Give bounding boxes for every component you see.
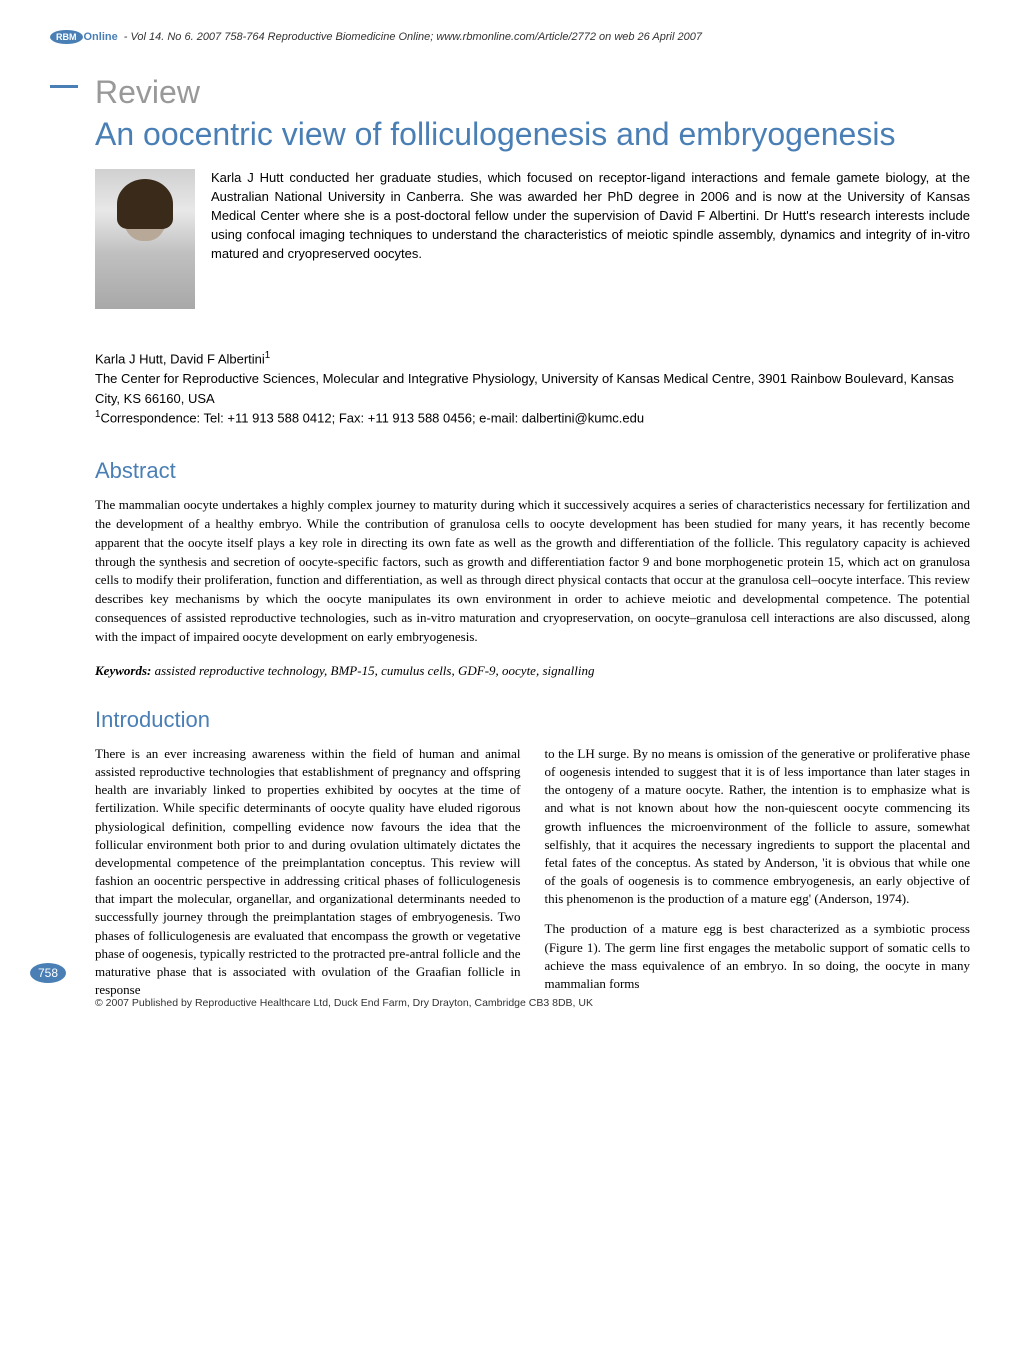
header-citation-line: RBMOnline - Vol 14. No 6. 2007 758-764 R…	[50, 30, 970, 44]
article-type: Review	[95, 74, 970, 111]
author-photo	[95, 169, 195, 309]
keywords-text: assisted reproductive technology, BMP-15…	[155, 663, 595, 678]
footer-copyright: © 2007 Published by Reproductive Healthc…	[95, 997, 593, 1009]
keywords-line: Keywords: assisted reproductive technolo…	[95, 663, 970, 679]
logo-badge: RBM	[50, 30, 83, 44]
journal-logo: RBMOnline	[50, 30, 118, 44]
abstract-heading: Abstract	[95, 458, 970, 484]
author-affiliation: The Center for Reproductive Sciences, Mo…	[95, 369, 970, 408]
author-bio-section: Karla J Hutt conducted her graduate stud…	[95, 169, 970, 309]
intro-para: There is an ever increasing awareness wi…	[95, 745, 521, 1000]
citation-text: - Vol 14. No 6. 2007 758-764 Reproductiv…	[124, 31, 702, 43]
introduction-heading: Introduction	[95, 707, 970, 733]
abstract-text: The mammalian oocyte undertakes a highly…	[95, 496, 970, 647]
keywords-label: Keywords:	[95, 663, 151, 678]
page-number: 758	[30, 963, 66, 983]
accent-bar	[50, 85, 78, 88]
intro-para: to the LH surge. By no means is omission…	[545, 745, 971, 909]
author-names: Karla J Hutt, David F Albertini1	[95, 349, 970, 369]
authors-block: Karla J Hutt, David F Albertini1 The Cen…	[95, 349, 970, 428]
intro-para: The production of a mature egg is best c…	[545, 920, 971, 993]
journal-page: RBMOnline - Vol 14. No 6. 2007 758-764 R…	[0, 0, 1020, 1031]
intro-col-left: There is an ever increasing awareness wi…	[95, 745, 521, 1012]
logo-suffix: Online	[84, 31, 118, 43]
intro-col-right: to the LH surge. By no means is omission…	[545, 745, 971, 1012]
author-bio-text: Karla J Hutt conducted her graduate stud…	[211, 169, 970, 309]
article-title: An oocentric view of folliculogenesis an…	[95, 115, 970, 153]
author-correspondence: 1Correspondence: Tel: +11 913 588 0412; …	[95, 408, 970, 428]
introduction-columns: There is an ever increasing awareness wi…	[95, 745, 970, 1012]
